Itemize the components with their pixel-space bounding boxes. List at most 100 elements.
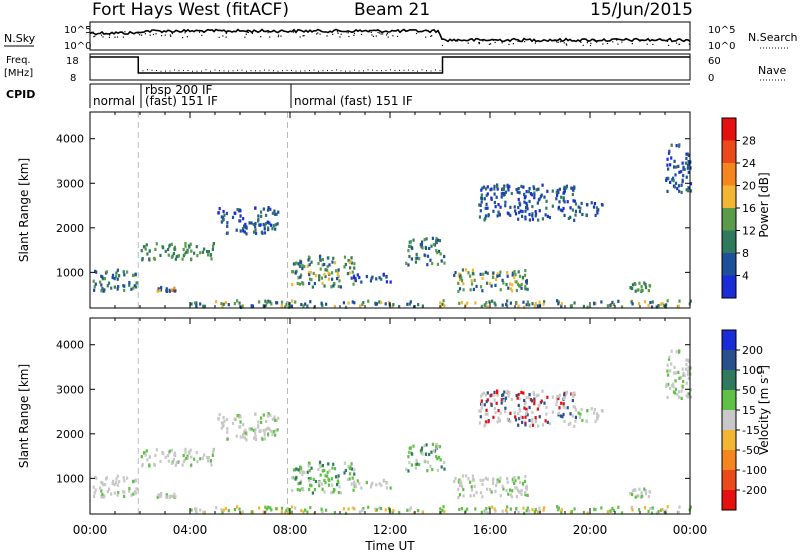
velocity-cell	[670, 349, 673, 353]
velocity-cell	[457, 487, 460, 491]
power-cell	[115, 274, 118, 279]
velocity-cell	[551, 395, 554, 399]
power-cell	[266, 301, 269, 305]
power-cell	[577, 205, 580, 209]
power-cell	[165, 289, 168, 293]
power-cell	[409, 240, 412, 244]
power-cell	[460, 278, 464, 283]
velocity-cell	[494, 489, 497, 493]
velocity-cell	[572, 394, 575, 398]
power-cell	[100, 289, 103, 293]
noise-search-point	[666, 40, 669, 43]
noise-search-point	[340, 33, 342, 35]
noise-search-point	[267, 31, 269, 34]
velocity-cell	[531, 508, 534, 512]
velocity-cell	[525, 396, 528, 400]
power-cell	[266, 208, 270, 212]
velocity-cell	[324, 474, 327, 478]
velocity-cell	[669, 369, 672, 373]
nave-point	[151, 69, 153, 71]
power-cell	[680, 190, 683, 195]
velocity-cell	[523, 479, 527, 483]
power-cell	[509, 301, 512, 305]
velocity-cell	[620, 511, 624, 515]
velocity-cell	[669, 386, 672, 390]
power-cell	[128, 280, 131, 285]
velocity-cell	[542, 508, 545, 512]
power-cell	[412, 238, 415, 242]
power-cell	[685, 156, 688, 161]
velocity-cell	[480, 402, 484, 407]
power-cell	[640, 288, 643, 292]
power-cell	[533, 193, 536, 197]
power-cell	[435, 236, 438, 241]
power-cell	[594, 213, 597, 218]
velocity-cell	[136, 487, 139, 491]
power-cell	[369, 279, 373, 283]
power-cell	[321, 263, 324, 267]
velocity-cell	[389, 486, 392, 490]
velocity-cell	[174, 495, 177, 499]
power-cell	[517, 205, 520, 210]
noise-search-point	[184, 32, 186, 34]
power-cell	[471, 268, 475, 272]
nave-point	[160, 70, 162, 72]
power-cell	[522, 305, 526, 309]
velocity-cell	[103, 483, 107, 487]
power-cell	[595, 206, 599, 210]
power-cell	[407, 249, 410, 253]
power-cell	[328, 263, 331, 267]
velocity-cell	[457, 495, 460, 500]
power-cell	[494, 205, 497, 209]
noise-search-point	[360, 33, 363, 36]
power-cell	[181, 257, 184, 261]
velocity-cell	[510, 397, 513, 402]
velocity-cell	[314, 479, 318, 484]
velocity-cell	[141, 464, 144, 468]
velocity-cell	[117, 491, 120, 495]
colorbar-swatch	[722, 330, 736, 350]
velocity-cell	[531, 418, 534, 422]
station-title: Fort Hays West (fitACF)	[92, 0, 289, 20]
noise-search-point	[559, 41, 562, 43]
velocity-colorbar-label: Velocity [m s-1]	[757, 365, 772, 455]
velocity-cell	[144, 453, 147, 457]
noise-search-point	[606, 42, 609, 45]
power-cell	[302, 282, 305, 286]
power-cell	[116, 287, 119, 291]
power-cell	[634, 282, 637, 287]
velocity-cell	[339, 491, 343, 495]
power-cell	[555, 190, 558, 194]
power-cell	[665, 178, 668, 182]
noise-strip: N.Sky 10^5 10^0 10^5 10^0 N.Search	[4, 21, 798, 52]
velocity-cell	[520, 390, 523, 395]
velocity-cell	[647, 509, 650, 514]
velocity-cell	[113, 491, 116, 495]
power-cell	[524, 287, 527, 291]
velocity-cell	[479, 491, 483, 495]
velocity-cell	[499, 476, 502, 480]
noise-search-point	[316, 33, 318, 35]
velocity-cell	[426, 469, 429, 473]
velocity-cell	[310, 466, 313, 470]
power-cell	[480, 196, 484, 201]
power-cell	[678, 170, 681, 174]
power-cell	[478, 215, 482, 219]
power-cell	[528, 212, 531, 217]
power-cell	[354, 278, 357, 283]
power-cell	[318, 278, 321, 282]
power-cell	[254, 221, 257, 226]
noise-search-point	[616, 39, 618, 41]
velocity-cell	[556, 399, 559, 403]
velocity-cell	[563, 393, 566, 397]
power-cell	[557, 300, 560, 304]
velocity-cell	[573, 424, 576, 428]
noise-search-point	[326, 35, 328, 37]
velocity-cell	[600, 408, 604, 413]
power-cell	[481, 276, 484, 280]
velocity-cell	[115, 480, 118, 485]
power-cell	[241, 227, 245, 231]
velocity-cell	[672, 382, 675, 386]
velocity-cell	[560, 508, 563, 512]
power-cell	[155, 242, 158, 246]
